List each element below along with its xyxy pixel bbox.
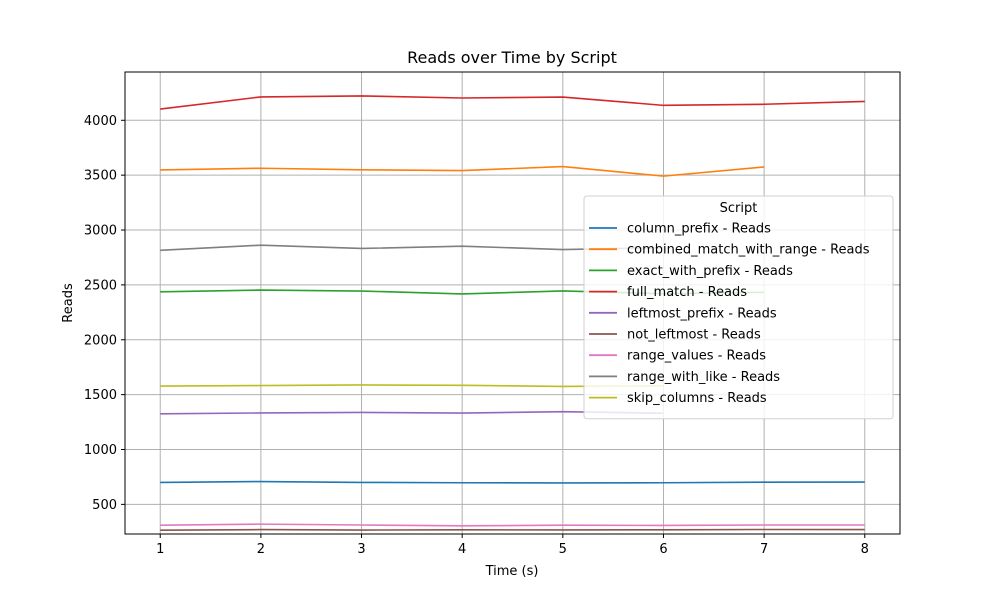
x-tick-label: 3	[357, 542, 365, 557]
x-tick-label: 2	[257, 542, 265, 557]
legend-entry-5: not_leftmost - Reads	[627, 328, 761, 343]
x-tick-label: 1	[156, 542, 164, 557]
y-tick-label: 4000	[84, 114, 117, 129]
x-tick-label: 4	[458, 542, 466, 557]
y-axis-label: Reads	[61, 283, 76, 323]
legend: Script column_prefix - Reads combined_matc…	[584, 196, 893, 419]
legend-entry-7: range_with_like - Reads	[627, 370, 780, 385]
x-tick-label: 6	[659, 542, 667, 557]
x-tick-label: 7	[760, 542, 768, 557]
y-tick-label: 1000	[84, 443, 117, 458]
legend-entry-4: leftmost_prefix - Reads	[627, 306, 777, 321]
y-tick-label: 3500	[84, 169, 117, 184]
chart-title: Reads over Time by Script	[407, 48, 617, 67]
legend-entry-0: column_prefix - Reads	[627, 222, 771, 237]
y-tick-label: 2500	[84, 278, 117, 293]
y-tick-label: 500	[92, 498, 117, 513]
y-tick-label: 2000	[84, 333, 117, 348]
x-tick-label: 5	[559, 542, 567, 557]
series-line-5	[160, 530, 865, 531]
y-tick-label: 3000	[84, 224, 117, 239]
legend-entry-3: full_match - Reads	[627, 285, 747, 300]
legend-entry-2: exact_with_prefix - Reads	[627, 264, 793, 279]
legend-entry-6: range_values - Reads	[627, 349, 766, 364]
y-tick-label: 1500	[84, 388, 117, 403]
legend-entry-8: skip_columns - Reads	[627, 391, 767, 406]
legend-entry-1: combined_match_with_range - Reads	[627, 243, 870, 258]
legend-title: Script	[720, 201, 758, 216]
x-axis-label: Time (s)	[485, 564, 539, 579]
x-tick-label: 8	[861, 542, 869, 557]
